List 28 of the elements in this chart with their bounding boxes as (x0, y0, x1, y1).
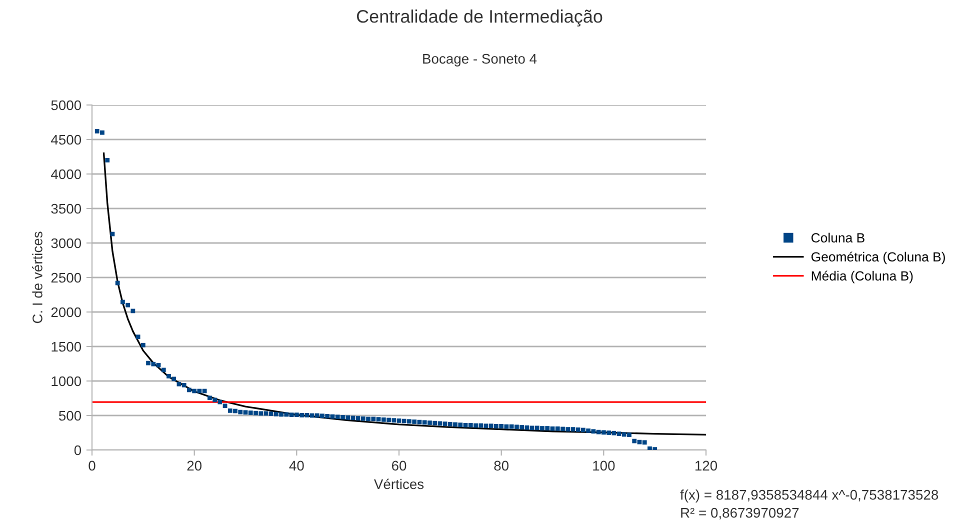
x-tick-label: 120 (695, 460, 718, 471)
legend-label: Coluna B (811, 232, 864, 242)
y-axis-title: C. I de vértices (32, 232, 42, 324)
y-tick-label: 5000 (51, 100, 82, 110)
y-tick-label: 2000 (51, 307, 82, 318)
legend-label: Média (Coluna B) (812, 270, 913, 284)
y-tick-label: 2500 (51, 272, 82, 283)
y-tick-label: 1500 (52, 342, 82, 352)
text: f(x) = 8187,9358534844 x^-0,7538173528 (680, 490, 938, 502)
y-tick-label: 4000 (51, 169, 82, 180)
text: R² = 0,8673970927 (681, 508, 799, 520)
x-axis-title: Vértices (374, 478, 424, 490)
y-tick-label: 0 (74, 445, 82, 456)
line-series (102, 152, 706, 436)
x-tick-label: 40 (289, 460, 304, 471)
x-tick-label: 100 (593, 460, 615, 471)
legend-label: Geométrica (Coluna B) (811, 252, 945, 264)
x-tick-label: 80 (494, 460, 509, 471)
y-tick-label: 1000 (52, 376, 82, 386)
x-tick-label: 0 (88, 460, 96, 471)
x-tick-label: 20 (187, 460, 202, 471)
y-tick-label: 3500 (51, 204, 82, 214)
y-tick-label: 3000 (51, 238, 82, 248)
chart-subtitle: Bocage - Soneto 4 (423, 54, 537, 66)
y-tick-label: 4500 (51, 134, 82, 145)
chart-title: Centralidade de Intermediação (356, 10, 602, 26)
x-tick-label: 60 (392, 460, 406, 471)
y-tick-label: 500 (58, 410, 82, 421)
